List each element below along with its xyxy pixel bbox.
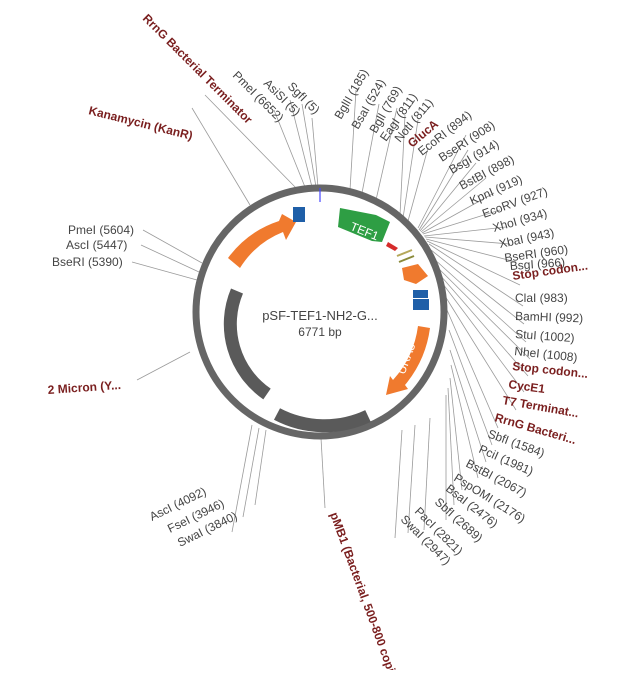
leader-lines bbox=[131, 89, 531, 539]
plasmid-size: 6771 bp bbox=[298, 325, 342, 339]
ura3-arrow bbox=[386, 326, 430, 395]
cyce1-arrow bbox=[402, 264, 428, 284]
site-nhei-1008: NheI (1008) bbox=[514, 344, 578, 365]
rrng-bacterial-box bbox=[413, 299, 429, 310]
feature-2-micron-arc bbox=[223, 288, 271, 400]
site-pmei-5604: PmeI (5604) bbox=[68, 223, 134, 237]
kanamycin-arrow bbox=[228, 214, 296, 268]
site-bsgi-966-visible: BsgI (966) bbox=[509, 255, 565, 273]
feature-kanamycin: Kanamycin (KanR) bbox=[87, 103, 194, 142]
rrng-terminator-box bbox=[293, 207, 305, 222]
feature-pmb1: pMB1 (Bacterial, 500-800 copies) bbox=[327, 510, 404, 670]
feature-pmb1-arc bbox=[273, 408, 371, 433]
stop-codon-1-marker bbox=[396, 249, 413, 257]
feature-2-micron: 2 Micron (Y... bbox=[47, 378, 121, 397]
site-clai-983: ClaI (983) bbox=[515, 291, 568, 305]
site-asci-5447: AscI (5447) bbox=[66, 238, 127, 252]
t7-terminator-box bbox=[413, 290, 428, 298]
site-bseri-5390: BseRI (5390) bbox=[52, 255, 123, 269]
site-stui-1002: StuI (1002) bbox=[515, 327, 575, 345]
feature-stop-codon-2: Stop codon... bbox=[512, 359, 589, 381]
stop-codon-2-marker bbox=[398, 255, 415, 263]
tef1-arrow bbox=[338, 208, 390, 242]
site-bamhi-992: BamHI (992) bbox=[515, 309, 583, 325]
gluca-marker bbox=[386, 242, 398, 251]
plasmid-name: pSF-TEF1-NH2-G... bbox=[262, 308, 378, 323]
feature-cyce1: CycE1 bbox=[508, 377, 547, 396]
